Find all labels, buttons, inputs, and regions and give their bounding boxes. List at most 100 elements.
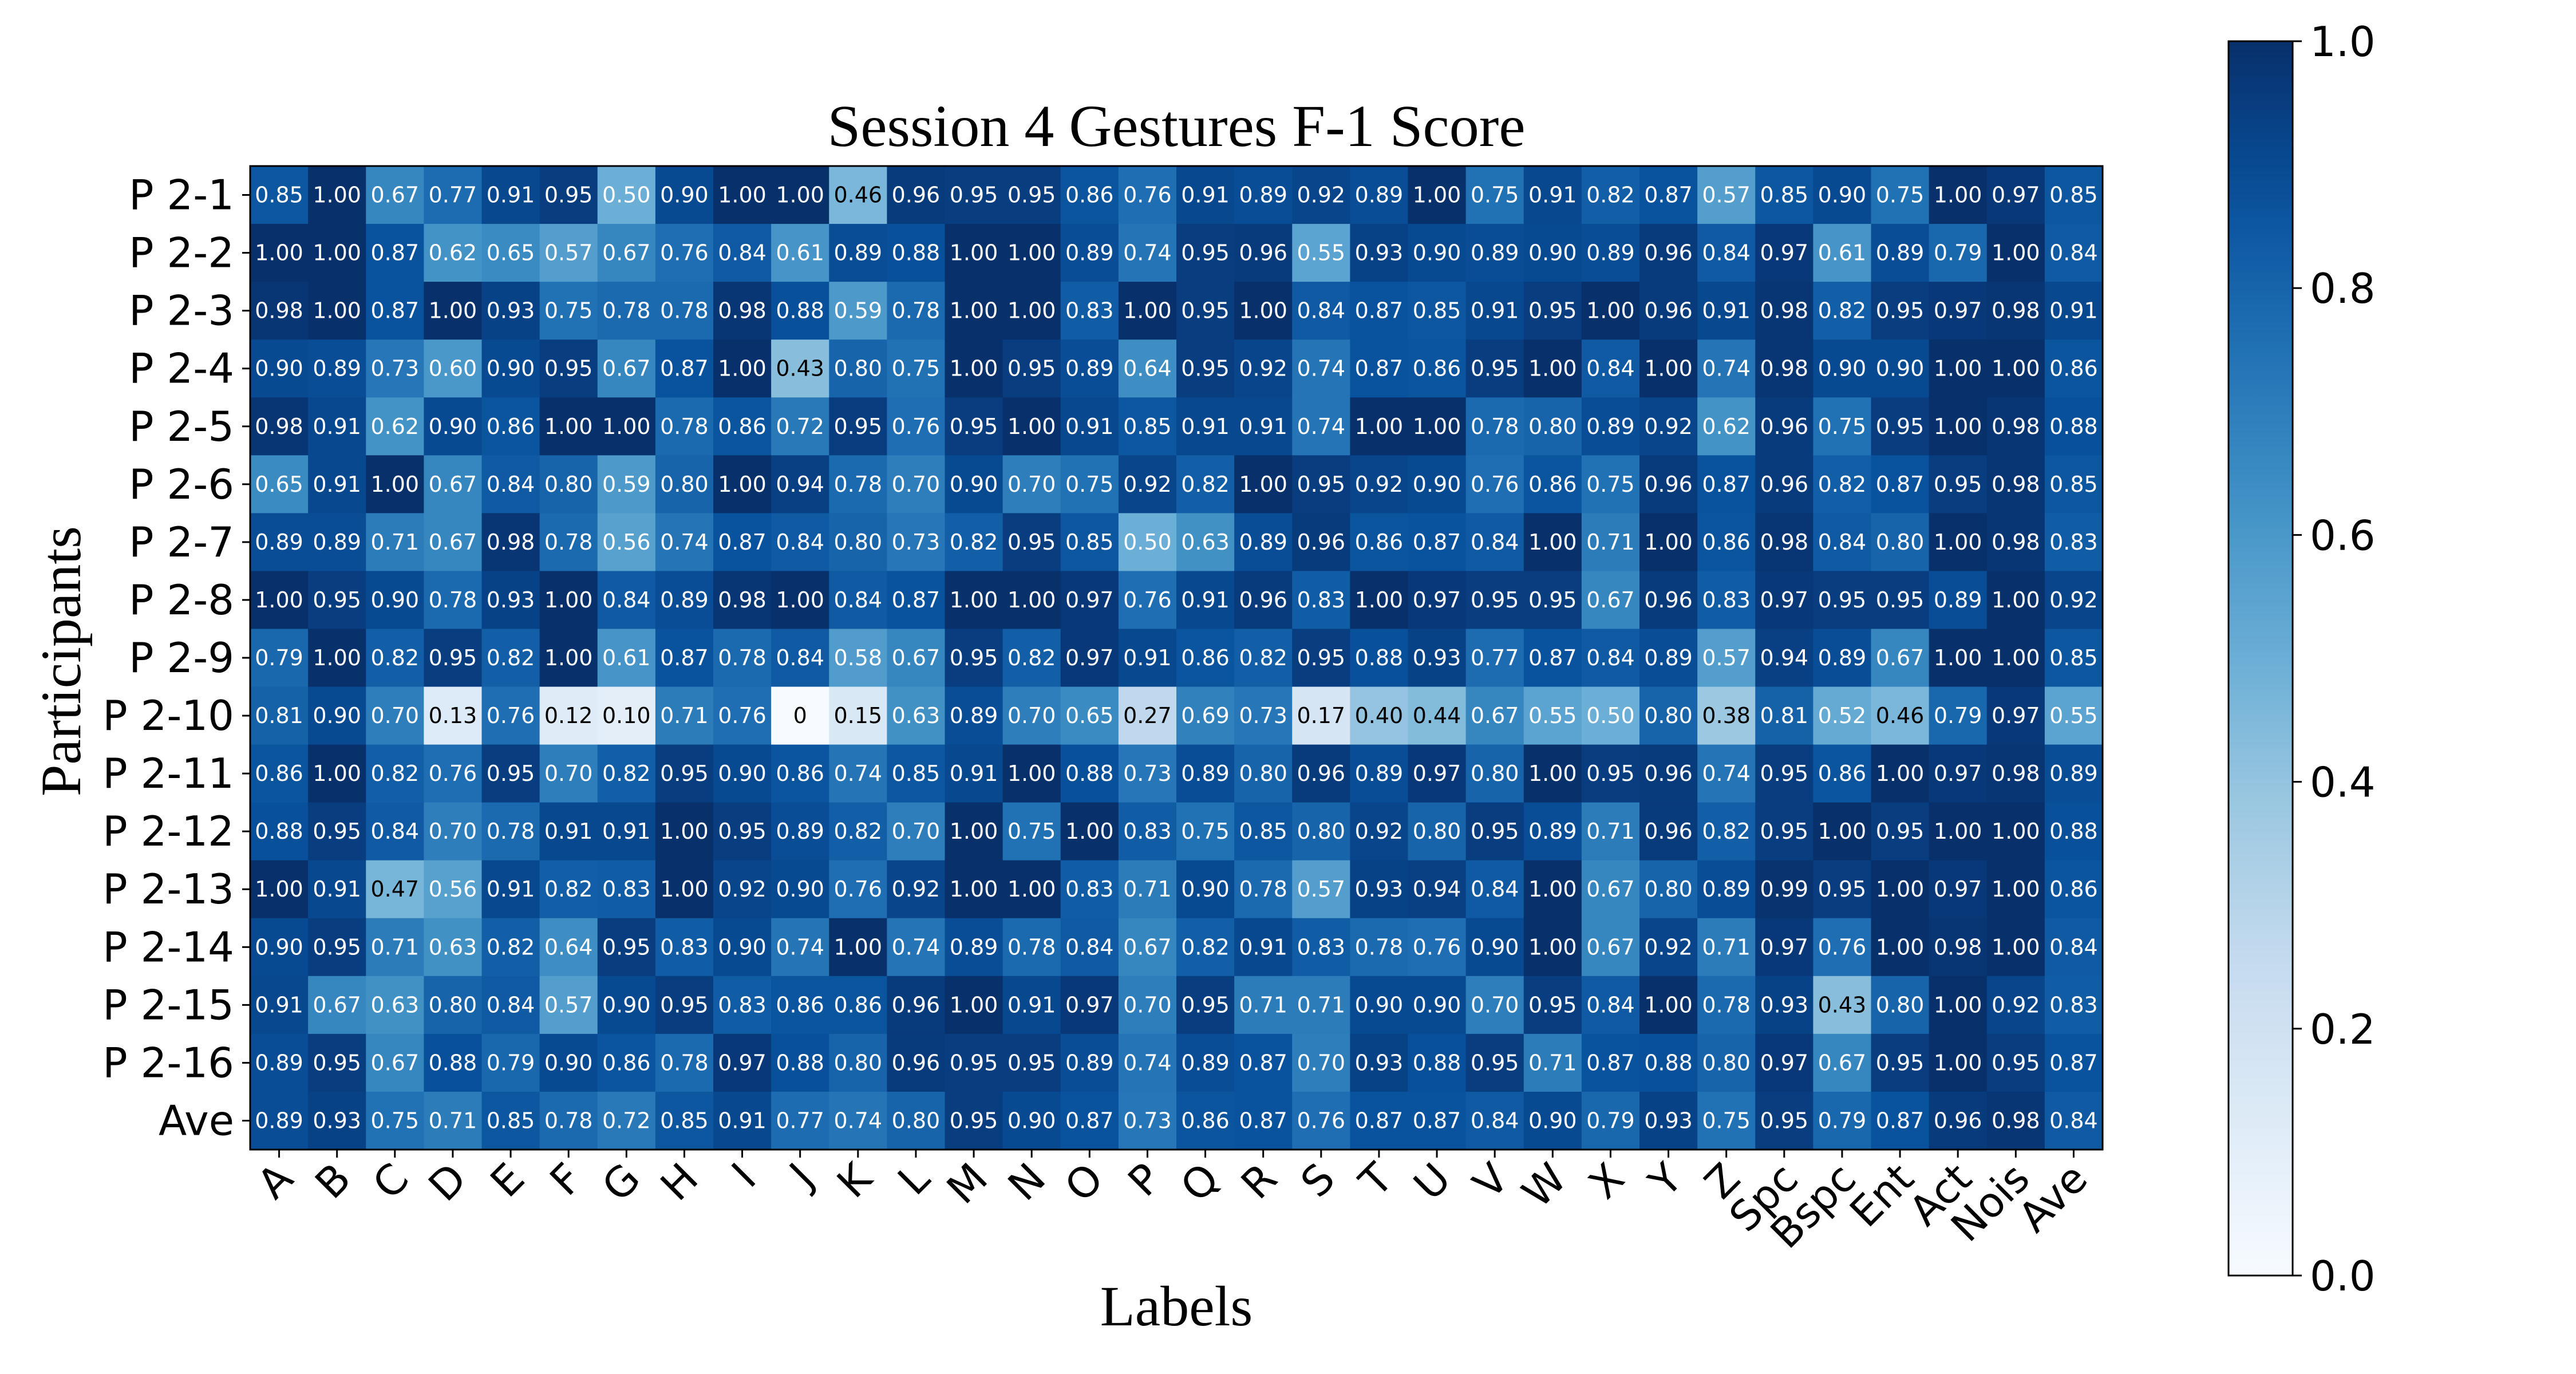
cell-value-label: 0.83 xyxy=(1065,876,1114,902)
cell-value-label: 0.57 xyxy=(1702,645,1751,670)
cell-value-label: 0.83 xyxy=(1297,934,1346,960)
cell-value-label: 0.89 xyxy=(1586,240,1635,266)
cell-value-label: 0.88 xyxy=(776,298,824,323)
cell-value-label: 1.00 xyxy=(1528,530,1577,555)
cell-value-label: 1.00 xyxy=(1528,761,1577,786)
cell-value-label: 0.74 xyxy=(1702,761,1751,786)
cell-value-label: 0.95 xyxy=(1760,1108,1809,1133)
cell-value-label: 1.00 xyxy=(834,934,883,960)
cell-value-label: 0.80 xyxy=(834,530,883,555)
cell-value-label: 0.86 xyxy=(1528,472,1577,497)
cell-value-label: 0.92 xyxy=(1297,183,1346,208)
cell-value-label: 0.61 xyxy=(776,240,824,266)
cell-value-label: 0.76 xyxy=(834,876,883,902)
cell-value-label: 1.00 xyxy=(1644,992,1693,1017)
cell-value-label: 0.27 xyxy=(1123,703,1172,728)
cell-value-label: 0.95 xyxy=(950,414,998,439)
cell-value-label: 0.91 xyxy=(313,876,361,902)
cell-value-label: 0.95 xyxy=(1471,1050,1519,1075)
cell-value-label: 0.75 xyxy=(1065,472,1114,497)
cell-value-label: 0.91 xyxy=(1181,183,1230,208)
x-tick-label: V xyxy=(1464,1154,1518,1208)
cell-value-label: 0.85 xyxy=(1760,183,1809,208)
cell-value-label: 0.83 xyxy=(660,934,709,960)
cell-value-label: 0.40 xyxy=(1355,703,1404,728)
cell-value-label: 0.88 xyxy=(1413,1050,1461,1075)
cell-value-label: 0.13 xyxy=(429,703,477,728)
cell-value-label: 0 xyxy=(793,703,807,728)
cell-value-label: 0.84 xyxy=(371,819,420,844)
cell-value-label: 0.95 xyxy=(1181,992,1230,1017)
cell-value-label: 0.97 xyxy=(1760,240,1809,266)
cell-value-label: 0.80 xyxy=(1644,703,1693,728)
cell-value-label: 0.96 xyxy=(1760,472,1809,497)
cell-value-label: 0.85 xyxy=(2049,645,2098,670)
cell-value-label: 0.78 xyxy=(544,1108,593,1133)
cell-value-label: 0.86 xyxy=(1355,530,1404,555)
cell-value-label: 0.67 xyxy=(602,356,651,381)
cell-value-label: 1.00 xyxy=(1355,587,1404,613)
y-tick-label: P 2-9 xyxy=(129,634,234,682)
cell-value-label: 0.76 xyxy=(1818,934,1867,960)
cell-value-label: 0.82 xyxy=(1008,645,1056,670)
cell-value-label: 0.95 xyxy=(1818,876,1867,902)
cell-value-label: 0.43 xyxy=(1818,992,1867,1017)
cell-value-label: 0.70 xyxy=(892,472,941,497)
cell-value-label: 0.88 xyxy=(1355,645,1404,670)
x-tick-label: O xyxy=(1056,1154,1112,1211)
cell-value-label: 0.97 xyxy=(1065,992,1114,1017)
cell-value-label: 0.46 xyxy=(1876,703,1925,728)
cell-value-label: 0.95 xyxy=(602,934,651,960)
cell-value-label: 0.95 xyxy=(1876,587,1925,613)
cell-value-label: 0.92 xyxy=(1644,414,1693,439)
cell-value-label: 0.71 xyxy=(1297,992,1346,1017)
cell-value-label: 0.74 xyxy=(834,1108,883,1133)
cell-value-label: 0.78 xyxy=(892,298,941,323)
cell-value-label: 0.83 xyxy=(2049,992,2098,1017)
cell-value-label: 0.91 xyxy=(1239,934,1287,960)
x-tick-label: F xyxy=(541,1154,592,1205)
x-tick-label: A xyxy=(248,1154,302,1208)
cell-value-label: 0.88 xyxy=(776,1050,824,1075)
cell-value-label: 0.89 xyxy=(313,356,361,381)
cell-value-label: 0.95 xyxy=(950,1050,998,1075)
cell-value-label: 0.91 xyxy=(1123,645,1172,670)
cell-value-label: 0.98 xyxy=(1992,298,2040,323)
cell-value-label: 1.00 xyxy=(1992,819,2040,844)
cell-value-label: 0.85 xyxy=(2049,183,2098,208)
cell-value-label: 0.82 xyxy=(487,934,535,960)
cell-value-label: 0.10 xyxy=(602,703,651,728)
cell-value-label: 0.98 xyxy=(718,298,767,323)
cell-value-label: 0.83 xyxy=(602,876,651,902)
cell-value-label: 0.98 xyxy=(1760,530,1809,555)
cell-value-label: 0.98 xyxy=(1992,1108,2040,1133)
cell-value-label: 0.65 xyxy=(1065,703,1114,728)
cell-value-label: 0.84 xyxy=(1586,645,1635,670)
cell-value-label: 0.97 xyxy=(1065,587,1114,613)
cell-value-label: 0.89 xyxy=(776,819,824,844)
cell-value-label: 0.67 xyxy=(371,1050,420,1075)
cell-value-label: 1.00 xyxy=(1586,298,1635,323)
cell-value-label: 0.71 xyxy=(1702,934,1751,960)
cell-value-label: 0.82 xyxy=(602,761,651,786)
cell-value-label: 0.92 xyxy=(1355,819,1404,844)
cell-value-label: 0.86 xyxy=(834,992,883,1017)
cell-value-label: 0.92 xyxy=(1123,472,1172,497)
cell-value-label: 0.71 xyxy=(1528,1050,1577,1075)
cell-value-label: 1.00 xyxy=(1934,992,1982,1017)
y-tick-label: P 2-6 xyxy=(129,460,234,508)
cell-value-label: 0.67 xyxy=(1471,703,1519,728)
heatmap: 0.85 1.00 0.67 0.77 0.91 0.95 0.50 0.90 1.00 1.00… xyxy=(102,166,2103,1258)
cell-value-label: 0.75 xyxy=(1181,819,1230,844)
cell-value-label: 0.60 xyxy=(429,356,477,381)
cell-value-label: 0.46 xyxy=(834,183,883,208)
cell-value-label: 0.87 xyxy=(2049,1050,2098,1075)
cell-value-label: 0.85 xyxy=(255,183,303,208)
cell-value-label: 0.76 xyxy=(1471,472,1519,497)
cell-value-label: 1.00 xyxy=(1934,819,1982,844)
cell-value-label: 1.00 xyxy=(371,472,420,497)
cell-value-label: 1.00 xyxy=(1239,472,1287,497)
colorbar: 0.00.20.40.60.81.0 xyxy=(2229,18,2376,1300)
colorbar-tick-label: 0.0 xyxy=(2310,1252,2376,1300)
cell-value-label: 0.96 xyxy=(1297,761,1346,786)
